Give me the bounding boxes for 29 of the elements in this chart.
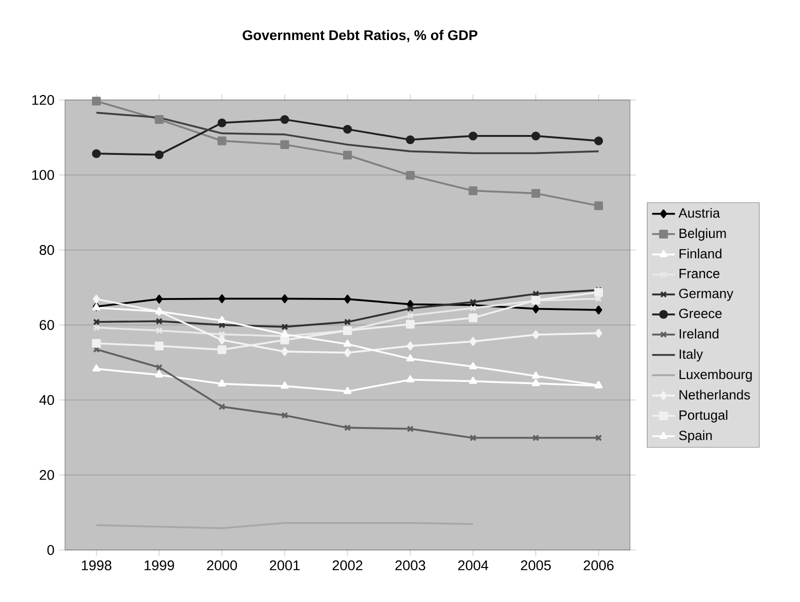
y-tick-label: 120 bbox=[32, 95, 54, 105]
x-tick-label: 2001 bbox=[270, 560, 300, 570]
x-tick-label: 2002 bbox=[332, 560, 362, 570]
y-tick-label: 40 bbox=[39, 395, 54, 405]
y-tick-label: 100 bbox=[32, 170, 54, 180]
y-tick-label: 0 bbox=[47, 545, 54, 555]
x-tick-label: 2000 bbox=[207, 560, 237, 570]
x-tick-label: 1998 bbox=[82, 560, 112, 570]
chart-title: Government Debt Ratios, % of GDP bbox=[242, 30, 478, 42]
legend-label: Greece bbox=[679, 308, 722, 318]
legend-label: Netherlands bbox=[680, 390, 750, 400]
legend-label: Ireland bbox=[680, 328, 718, 339]
x-tick-label: 2004 bbox=[458, 560, 488, 570]
legend-label: Finland bbox=[680, 248, 722, 258]
legend-label: Germany bbox=[679, 288, 734, 301]
legend-label: France bbox=[680, 268, 720, 278]
y-tick-label: 20 bbox=[40, 470, 54, 480]
legend-label: Austria bbox=[678, 208, 720, 218]
legend-label: Luxembourg bbox=[680, 369, 752, 382]
x-tick-label: 2003 bbox=[395, 560, 426, 570]
y-tick-label: 80 bbox=[40, 245, 54, 255]
x-tick-label: 2005 bbox=[520, 560, 551, 570]
legend-label: Spain bbox=[679, 430, 712, 443]
legend-label: Italy bbox=[680, 349, 703, 362]
y-tick-label: 60 bbox=[40, 320, 54, 330]
x-tick-label: 1999 bbox=[144, 560, 174, 570]
x-tick-label: 2006 bbox=[584, 560, 614, 570]
legend-label: Belgium bbox=[680, 228, 726, 241]
legend-label: Portugal bbox=[680, 410, 728, 422]
